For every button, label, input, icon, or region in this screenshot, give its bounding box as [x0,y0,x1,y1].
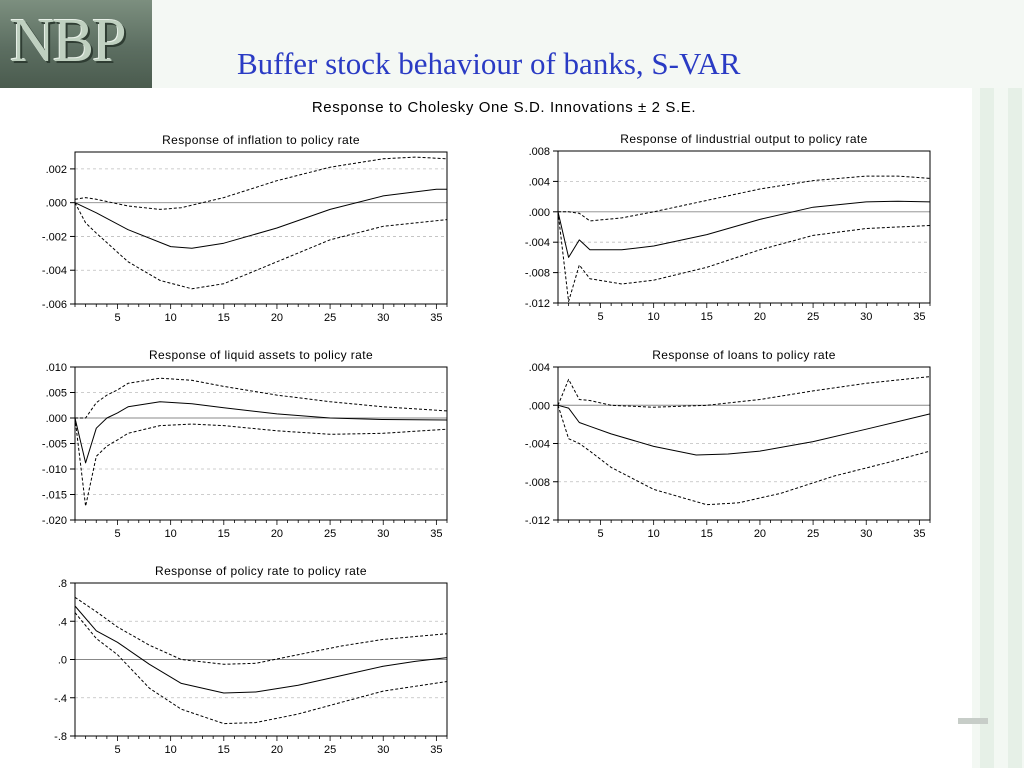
chart-4-ytick-label-4: -.008 [525,477,550,489]
chart-4-xtick-label-1: 5 [597,528,603,540]
chart-5-upper-band-line [74,596,448,665]
chart-1: Response of inflation to policy rate .002… [42,133,448,324]
chart-5-xtick-label-3: 15 [218,744,230,756]
chart-2-xtick-label-3: 15 [701,311,713,323]
chart-3: Response of liquid assets to policy rate… [42,348,448,540]
chart-2-impulse-response-line [557,200,931,258]
chart-4-lower-band-line [557,405,931,506]
chart-2-lower-band-line [557,211,931,302]
chart-4-xtick-label-3: 15 [701,528,713,540]
chart-5-ytick-label-5: -.8 [54,731,67,743]
chart-3-title: Response of liquid assets to policy rate [149,348,373,362]
chart-4-ytick-label-5: -.012 [525,515,550,527]
chart-1-xtick-label-6: 30 [377,312,389,324]
figure-title: Response to Cholesky One S.D. Innovation… [312,99,696,116]
irf-figure: Response to Cholesky One S.D. Innovation… [42,99,931,756]
chart-4-xtick-label-7: 35 [913,528,925,540]
chart-3-ytick-label-2: .005 [46,388,67,400]
chart-3-xtick-label-3: 15 [218,528,230,540]
chart-3-impulse-response-line [74,401,448,464]
chart-1-xtick-label-5: 25 [324,312,336,324]
chart-4-impulse-response-line [557,404,931,456]
chart-3-ytick-label-5: -.010 [42,464,67,476]
chart-3-xtick-label-2: 10 [165,528,177,540]
chart-3-xtick-label-6: 30 [377,528,389,540]
chart-1-impulse-response-line [74,188,447,249]
chart-4-ytick-label-1: .004 [529,362,550,374]
chart-2-ytick-label-4: -.004 [525,237,550,249]
chart-1-xtick-label-1: 5 [114,312,120,324]
chart-2-xtick-label-7: 35 [913,311,925,323]
chart-1-xtick-label-4: 20 [271,312,283,324]
chart-5-xtick-label-7: 35 [430,744,442,756]
decorative-bar [958,718,988,724]
chart-1-ytick-label-4: -.004 [42,265,67,277]
chart-4-xtick-label-4: 20 [754,528,766,540]
chart-5-xtick-label-1: 5 [114,744,120,756]
nbp-logo: NBP [0,0,152,88]
chart-1-xtick-label-7: 35 [430,312,442,324]
chart-2-title: Response of lindustrial output to policy… [620,132,867,146]
chart-1-lower-band-line [74,202,448,290]
chart-4-xtick-label-2: 10 [648,528,660,540]
chart-2-xtick-label-6: 30 [860,311,872,323]
header-band [0,0,1024,88]
chart-4-xtick-label-5: 25 [807,528,819,540]
chart-4-ytick-label-3: -.004 [525,439,550,451]
chart-5-xtick-label-2: 10 [165,744,177,756]
chart-5-xtick-label-4: 20 [271,744,283,756]
chart-1-ytick-label-2: .000 [46,198,67,210]
chart-3-ytick-label-4: -.005 [42,439,67,451]
chart-1-plot-frame [74,151,448,305]
chart-4: Response of loans to policy rate .004 .000… [525,348,931,540]
chart-2-xtick-label-1: 5 [597,311,603,323]
chart-3-ytick-label-7: -.020 [42,515,67,527]
chart-1-title: Response of inflation to policy rate [162,133,360,147]
chart-2-plot-frame [557,150,931,304]
chart-2-xtick-label-5: 25 [807,311,819,323]
chart-5-xtick-label-6: 30 [377,744,389,756]
chart-4-upper-band-line [557,376,931,408]
chart-2: Response of lindustrial output to policy… [525,132,931,323]
chart-5-ytick-label-1: .8 [58,578,67,590]
chart-3-xtick-label-4: 20 [271,528,283,540]
chart-5-ytick-label-3: .0 [58,655,67,667]
chart-3-ytick-label-1: .010 [46,362,67,374]
chart-2-ytick-label-1: .008 [529,146,550,158]
chart-1-ytick-label-3: -.002 [42,231,67,243]
chart-2-xtick-label-2: 10 [648,311,660,323]
chart-4-ytick-label-2: .000 [529,400,550,412]
chart-2-upper-band-line [558,175,931,222]
chart-5-title: Response of policy rate to policy rate [155,564,367,578]
chart-1-ytick-label-5: -.006 [42,299,67,311]
chart-2-ytick-label-2: .004 [529,176,550,188]
chart-5-impulse-response-line [74,605,448,694]
chart-5-ytick-label-4: -.4 [54,693,67,705]
chart-3-xtick-label-7: 35 [430,528,442,540]
chart-2-ytick-label-3: .000 [529,207,550,219]
chart-1-ytick-label-1: .002 [46,164,67,176]
chart-3-ytick-label-6: -.015 [42,490,67,502]
chart-2-ytick-label-5: -.008 [525,268,550,280]
figure-panel [0,88,972,768]
chart-4-xtick-label-6: 30 [860,528,872,540]
chart-4-title: Response of loans to policy rate [652,348,836,362]
chart-3-upper-band-line [75,377,448,419]
logo-text: NBP [10,7,127,75]
chart-3-xtick-label-5: 25 [324,528,336,540]
chart-5: Response of policy rate to policy rate .8… [54,564,448,756]
chart-2-ytick-label-6: -.012 [525,298,550,310]
chart-1-upper-band-line [74,156,448,210]
slide-title: Buffer stock behaviour of banks, S-VAR [237,46,741,81]
chart-1-xtick-label-3: 15 [218,312,230,324]
chart-5-xtick-label-5: 25 [324,744,336,756]
chart-3-lower-band-line [74,417,448,507]
chart-2-xtick-label-4: 20 [754,311,766,323]
chart-5-ytick-label-2: .4 [58,616,67,628]
chart-3-ytick-label-3: .000 [46,413,67,425]
chart-3-xtick-label-1: 5 [114,528,120,540]
chart-1-xtick-label-2: 10 [165,312,177,324]
chart-5-lower-band-line [74,612,448,725]
